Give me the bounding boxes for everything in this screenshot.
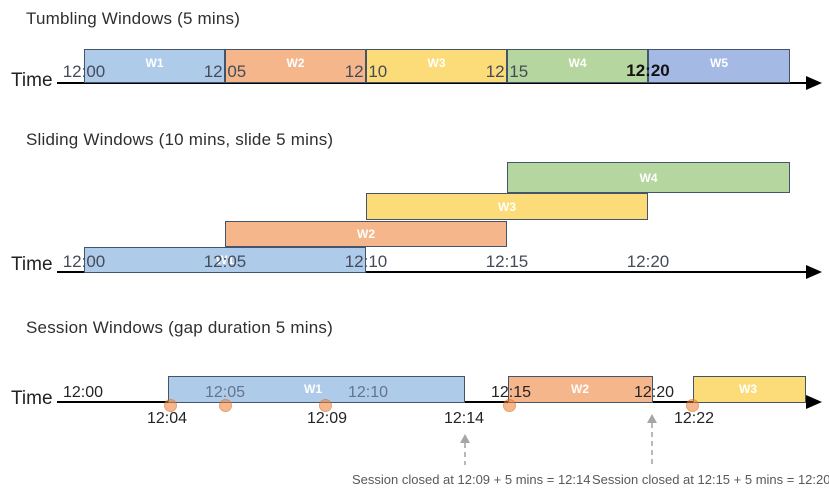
- tumbling-window-w5: W5: [648, 49, 790, 83]
- tumbling-tick-1210: 12:10: [344, 62, 388, 81]
- tumbling-window-w3: W3: [366, 49, 507, 83]
- sliding-tick-1205: 12:05: [203, 252, 247, 271]
- event-dot-1209: [319, 399, 332, 412]
- tumbling-time-axis: [57, 82, 807, 84]
- session-close-annotation-1: Session closed at 12:09 + 5 mins = 12:14: [352, 472, 591, 487]
- event-dot-1215: [503, 399, 516, 412]
- sliding-window-w2-label: W2: [357, 227, 375, 241]
- sliding-window-w1: W1: [84, 247, 366, 273]
- sliding-title: Sliding Windows (10 mins, slide 5 mins): [26, 130, 334, 149]
- session-tick-1215: 12:15: [490, 384, 532, 401]
- session-tick-1210: 12:10: [347, 384, 389, 401]
- sliding-window-w1-label: W1: [216, 253, 234, 267]
- event-dot-1205: [219, 399, 232, 412]
- session-window-w3-label: W3: [739, 382, 757, 396]
- session-event-tick-1222: 12:22: [673, 410, 715, 427]
- sliding-window-w3: W3: [366, 193, 648, 220]
- tumbling-axis-arrow-icon: [806, 76, 822, 90]
- tumbling-time-label: Time: [11, 70, 53, 91]
- session-window-w2-label: W2: [571, 382, 589, 396]
- event-dot-1204: [164, 399, 177, 412]
- sliding-tick-1215: 12:15: [485, 252, 529, 271]
- session-close-annotation-2: Session closed at 12:15 + 5 mins = 12:20: [592, 472, 829, 487]
- tumbling-tick-1215: 12:15: [485, 62, 529, 81]
- sliding-time-label: Time: [11, 254, 53, 275]
- sliding-tick-1220: 12:20: [626, 252, 670, 271]
- session-window-w2: [508, 376, 653, 403]
- sliding-window-w2: W2: [225, 221, 507, 247]
- session-event-tick-1209: 12:09: [306, 410, 348, 427]
- session-tick-1220: 12:20: [633, 384, 675, 401]
- tumbling-window-w1-label: W1: [145, 56, 164, 70]
- sliding-tick-1210: 12:10: [344, 252, 388, 271]
- tumbling-tick-1200: 12:00: [62, 62, 106, 81]
- session-event-tick-1214: 12:14: [443, 410, 485, 427]
- session-time-label: Time: [11, 388, 53, 409]
- tumbling-title: Tumbling Windows (5 mins): [26, 9, 241, 28]
- session-window-w1: [168, 376, 465, 403]
- session-axis-arrow-icon: [806, 395, 822, 409]
- session-tick-1205: 12:05: [204, 384, 246, 401]
- tumbling-window-w3-label: W3: [427, 56, 446, 70]
- tumbling-window-w4-label: W4: [568, 56, 587, 70]
- session-close-arrow-1-icon: [460, 434, 470, 465]
- sliding-axis-arrow-icon: [806, 265, 822, 279]
- tumbling-window-w1: W1: [84, 49, 225, 83]
- tumbling-window-w2-label: W2: [286, 56, 305, 70]
- session-window-w3: [693, 376, 806, 403]
- sliding-window-w4: W4: [507, 162, 790, 193]
- sliding-time-axis: [57, 271, 807, 273]
- sliding-window-w3-label: W3: [498, 199, 516, 214]
- session-event-tick-1204: 12:04: [146, 410, 188, 427]
- session-title: Session Windows (gap duration 5 mins): [26, 318, 333, 337]
- sliding-tick-1200: 12:00: [62, 252, 106, 271]
- session-window-w1-label: W1: [304, 382, 322, 396]
- tumbling-window-w4: W4: [507, 49, 648, 83]
- tumbling-tick-1220: 12:20: [626, 61, 670, 80]
- event-dot-1222: [686, 399, 699, 412]
- tumbling-window-w2: W2: [225, 49, 366, 83]
- sliding-window-w4-label: W4: [639, 170, 658, 185]
- session-tick-1200: 12:00: [62, 384, 104, 401]
- tumbling-tick-1205: 12:05: [203, 62, 247, 81]
- session-close-arrow-2-icon: [647, 414, 657, 465]
- tumbling-window-w5-label: W5: [710, 56, 728, 70]
